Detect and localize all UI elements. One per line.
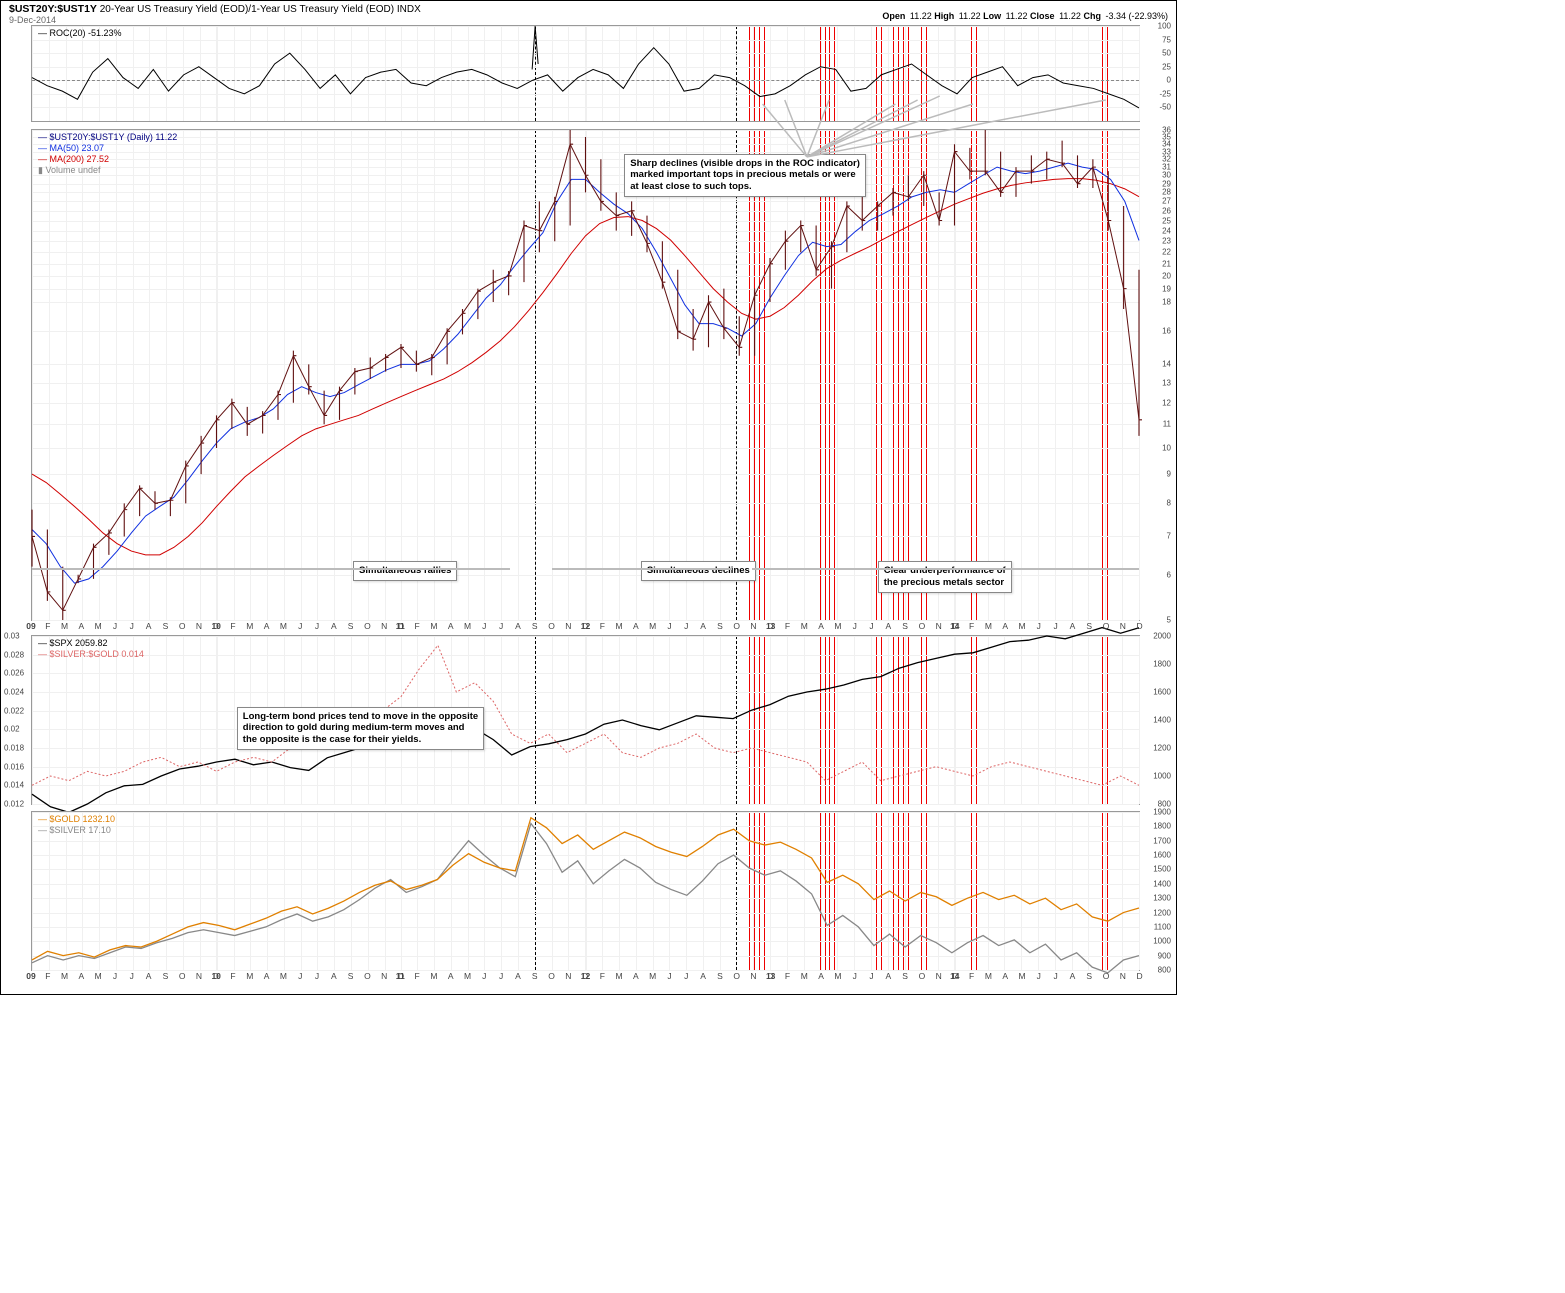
description: 20-Year US Treasury Yield (EOD)/1-Year U… [100, 4, 421, 15]
gold-panel: 8009001000110012001300140015001600170018… [31, 811, 1140, 971]
spx-panel: 0.0120.0140.0160.0180.020.0220.0240.0260… [31, 635, 1140, 805]
x-axis-upper: 09FMAMJJASOND10FMAMJJASOND11FMAMJJASOND1… [31, 619, 1140, 633]
ohlc-bar: Open 11.22 High 11.22 Low 11.22 Close 11… [882, 11, 1168, 21]
symbol: $UST20Y:$UST1Y [9, 3, 97, 15]
stock-chart: © StockCharts.com $UST20Y:$UST1Y 20-Year… [0, 0, 1177, 995]
main-price-panel: 5678910111213141618192021222324252627282… [31, 129, 1140, 621]
roc-panel: -50-250255075100— ROC(20) -51.23% [31, 25, 1140, 122]
x-axis-lower: 09FMAMJJASOND10FMAMJJASOND11FMAMJJASOND1… [31, 969, 1140, 983]
